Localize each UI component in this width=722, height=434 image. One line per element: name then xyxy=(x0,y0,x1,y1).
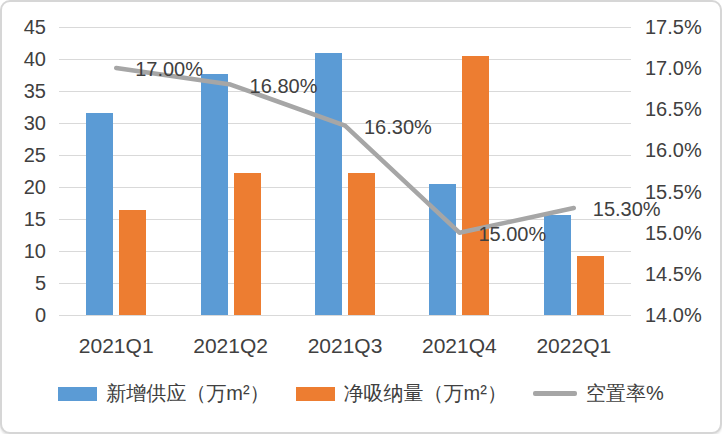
left-axis-tick-label: 30 xyxy=(8,112,46,134)
right-axis-tick-label: 15.5% xyxy=(645,181,702,203)
line-data-label: 16.80% xyxy=(250,75,318,98)
right-axis-tick-label: 14.5% xyxy=(645,263,702,285)
left-axis-tick-label: 15 xyxy=(8,208,46,230)
line-data-label: 15.00% xyxy=(478,223,546,246)
right-axis-tick-label: 14.0% xyxy=(645,304,702,326)
x-axis-label: 2022Q1 xyxy=(517,334,631,358)
left-axis-tick-label: 25 xyxy=(8,144,46,166)
line-data-label: 17.00% xyxy=(135,58,203,81)
left-axis-tick-label: 10 xyxy=(8,240,46,262)
legend-item: 空置率% xyxy=(533,380,664,407)
legend: 新增供应（万m²） 净吸纳量（万m²） 空置率% xyxy=(2,380,720,407)
x-axis-label: 2021Q3 xyxy=(288,334,402,358)
x-axis-label: 2021Q4 xyxy=(402,334,516,358)
left-axis-tick-label: 5 xyxy=(8,272,46,294)
right-axis-tick-label: 16.5% xyxy=(645,98,702,120)
legend-bar-swatch xyxy=(58,387,97,401)
plot-area: 17.00%16.80%16.30%15.00%15.30% xyxy=(59,27,631,315)
legend-label: 净吸纳量（万m²） xyxy=(344,380,507,407)
legend-item: 新增供应（万m²） xyxy=(58,380,269,407)
right-axis-tick-label: 15.0% xyxy=(645,222,702,244)
left-axis-tick-label: 35 xyxy=(8,80,46,102)
left-axis-tick-label: 20 xyxy=(8,176,46,198)
legend-item: 净吸纳量（万m²） xyxy=(296,380,507,407)
right-axis-tick-label: 16.0% xyxy=(645,139,702,161)
left-axis-tick-label: 0 xyxy=(8,304,46,326)
legend-line-swatch xyxy=(533,391,577,396)
left-axis-tick-label: 45 xyxy=(8,16,46,38)
chart-card: 17.00%16.80%16.30%15.00%15.30% 454035302… xyxy=(0,0,722,434)
right-axis-tick-label: 17.0% xyxy=(645,57,702,79)
legend-label: 空置率% xyxy=(586,380,664,407)
left-axis-tick-label: 40 xyxy=(8,48,46,70)
x-axis-label: 2021Q2 xyxy=(173,334,287,358)
legend-label: 新增供应（万m²） xyxy=(106,380,269,407)
line-data-label: 16.30% xyxy=(364,116,432,139)
right-axis-tick-label: 17.5% xyxy=(645,16,702,38)
x-axis-label: 2021Q1 xyxy=(59,334,173,358)
legend-bar-swatch xyxy=(296,387,335,401)
